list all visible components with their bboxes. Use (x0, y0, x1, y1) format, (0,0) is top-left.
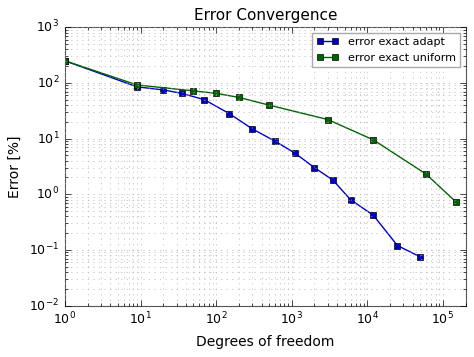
error exact uniform (62, 59, 68, 63)
error exact uniform (371, 138, 376, 142)
error exact adapt (134, 85, 140, 89)
error exact uniform (236, 95, 242, 100)
Line: error exact uniform: error exact uniform (62, 58, 459, 205)
error exact adapt (330, 178, 336, 182)
error exact adapt (249, 127, 255, 131)
error exact uniform (213, 91, 219, 95)
error exact uniform (191, 89, 196, 93)
error exact adapt (417, 255, 423, 259)
error exact uniform (453, 200, 459, 204)
error exact adapt (311, 166, 317, 170)
error exact adapt (371, 213, 376, 217)
error exact adapt (201, 97, 207, 102)
error exact adapt (62, 59, 68, 63)
Legend: error exact adapt, error exact uniform: error exact adapt, error exact uniform (312, 33, 460, 67)
error exact uniform (325, 117, 331, 122)
error exact uniform (266, 103, 272, 107)
error exact adapt (179, 91, 184, 95)
error exact adapt (394, 243, 400, 248)
X-axis label: Degrees of freedom: Degrees of freedom (196, 335, 335, 349)
error exact adapt (272, 139, 278, 143)
error exact adapt (160, 88, 166, 92)
error exact adapt (227, 112, 232, 116)
error exact adapt (348, 197, 354, 202)
Y-axis label: Error [%]: Error [%] (9, 135, 22, 198)
Line: error exact adapt: error exact adapt (62, 58, 423, 260)
error exact uniform (423, 172, 429, 176)
error exact adapt (292, 151, 298, 155)
Title: Error Convergence: Error Convergence (193, 8, 337, 23)
error exact uniform (134, 83, 140, 87)
